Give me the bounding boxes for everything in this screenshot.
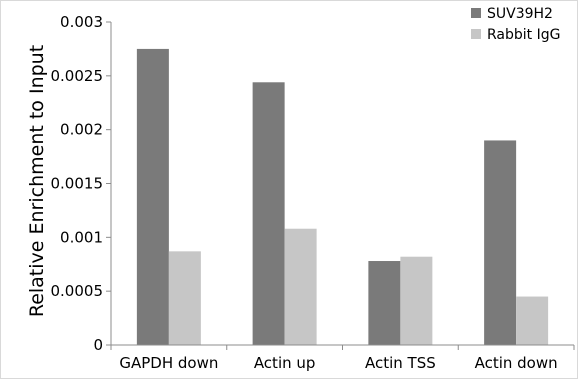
legend: SUV39H2 Rabbit IgG [471,6,560,43]
x-tick-label: Actin TSS [365,354,436,372]
y-axis-ticks: 0 0.0005 0.001 0.0015 0.002 0.0025 0.003 [51,13,111,354]
bar-suv39h2 [484,140,517,345]
y-tick-label: 0.003 [60,13,103,31]
x-tick-label: GAPDH down [119,354,218,372]
legend-swatch [471,29,481,39]
y-tick-label: 0.0005 [51,282,104,300]
bar-rabbit-igg [168,251,201,345]
x-axis-ticks: GAPDH down Actin up Actin TSS Actin down [110,345,575,372]
y-tick-label: 0 [93,336,103,354]
y-tick-label: 0.002 [60,121,103,139]
bar-rabbit-igg [516,296,549,345]
legend-label: Rabbit IgG [487,27,560,43]
bar-suv39h2 [368,261,401,345]
legend-label: SUV39H2 [487,6,553,22]
y-tick-label: 0.001 [60,228,103,246]
x-tick-label: Actin up [254,354,316,372]
y-axis-title-group: Relative Enrichment to Input [26,45,48,317]
bar-suv39h2 [136,48,169,346]
y-axis-title: Relative Enrichment to Input [26,45,48,317]
bar-rabbit-igg [400,256,433,345]
bar-suv39h2 [252,82,285,345]
bar-rabbit-igg [284,228,317,345]
x-tick-label: Actin down [475,354,558,372]
y-tick-label: 0.0015 [51,175,104,193]
bars-group [136,48,549,346]
legend-swatch [471,8,481,18]
y-tick-label: 0.0025 [51,67,104,85]
